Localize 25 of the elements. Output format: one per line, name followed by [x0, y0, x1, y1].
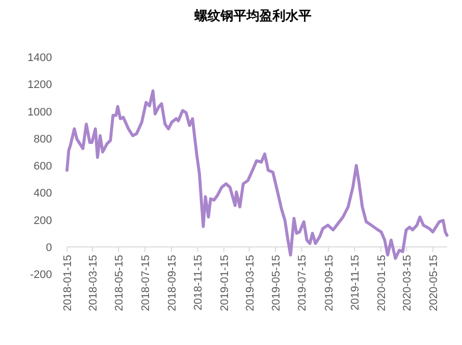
- x-tick-label: 2020-01-15: [376, 254, 388, 312]
- title: 螺纹钢平均盈利水平: [194, 8, 312, 23]
- x-tick-label: 2019-05-15: [270, 254, 282, 312]
- y-tick-label: 400: [34, 188, 52, 200]
- y-tick-label: 0: [46, 242, 52, 254]
- x-tick-label: 2019-03-15: [244, 254, 256, 312]
- x-tick-label: 2018-09-15: [166, 254, 178, 312]
- x-tick-label: 2018-03-15: [87, 254, 100, 312]
- x-tick-label: 2018-05-15: [114, 254, 126, 312]
- x-tick-label: 2019-11-15: [350, 254, 362, 310]
- x-tick-label: 2019-01-15: [218, 254, 231, 312]
- x-tick-label: 2020-05-15: [428, 254, 440, 312]
- x-tick-label: 2019-07-15: [296, 254, 309, 312]
- y-tick-label: 1400: [28, 52, 52, 64]
- x-tick-label: 2018-07-15: [140, 254, 152, 312]
- y-tick-label: 200: [34, 214, 52, 227]
- y-tick-label: 1000: [28, 106, 52, 118]
- x-tick-label: 2019-09-15: [323, 254, 336, 312]
- y-tick-label: 800: [34, 133, 52, 146]
- x-tick-label: 2018-01-15: [62, 254, 74, 312]
- y-tick-label: -200: [30, 269, 52, 281]
- x-tick-label: 2020-03-15: [402, 254, 414, 312]
- x-tick-label: 2018-11-15: [192, 254, 205, 310]
- y-tick-label: 600: [34, 160, 52, 172]
- y-tick-label: 1200: [28, 79, 52, 92]
